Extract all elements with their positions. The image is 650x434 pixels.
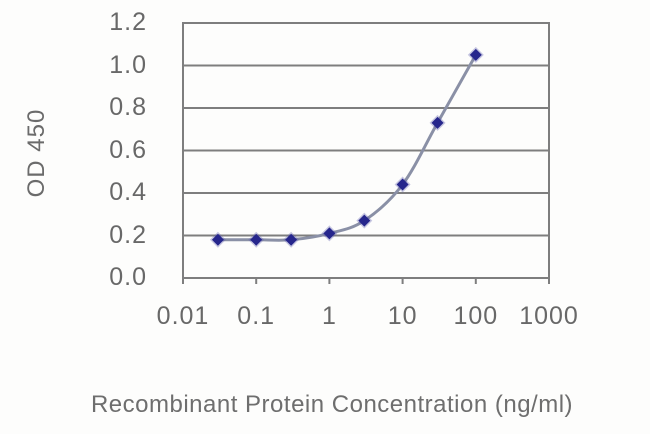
y-tick-label: 1.0 — [109, 50, 147, 79]
x-tick-label: 0.1 — [237, 302, 276, 330]
data-point-marker — [469, 48, 482, 61]
data-point-marker — [396, 178, 409, 191]
data-point-marker — [358, 214, 371, 227]
y-tick-label: 0.2 — [109, 220, 147, 249]
y-tick-label: 1.2 — [109, 8, 147, 36]
data-point-marker — [431, 116, 444, 129]
plot-frame — [182, 22, 550, 279]
x-tick-label: 1 — [321, 302, 337, 330]
x-axis-title: Recombinant Protein Concentration (ng/ml… — [90, 391, 574, 418]
curve-line — [216, 53, 478, 242]
x-tick-label: 100 — [453, 302, 499, 330]
x-tick-label: 1000 — [519, 302, 579, 330]
data-point-marker — [211, 233, 224, 246]
y-tick-label: 0.6 — [109, 135, 147, 164]
y-tick-label: 0.8 — [109, 93, 147, 121]
data-point-marker — [323, 227, 336, 240]
y-tick-label: 0.4 — [109, 178, 147, 206]
x-tick-label: 0.01 — [156, 302, 210, 330]
y-tick-label: 0.0 — [109, 263, 147, 291]
x-tick-label: 10 — [387, 302, 418, 330]
data-point-marker — [285, 233, 298, 246]
data-point-marker — [250, 233, 263, 246]
